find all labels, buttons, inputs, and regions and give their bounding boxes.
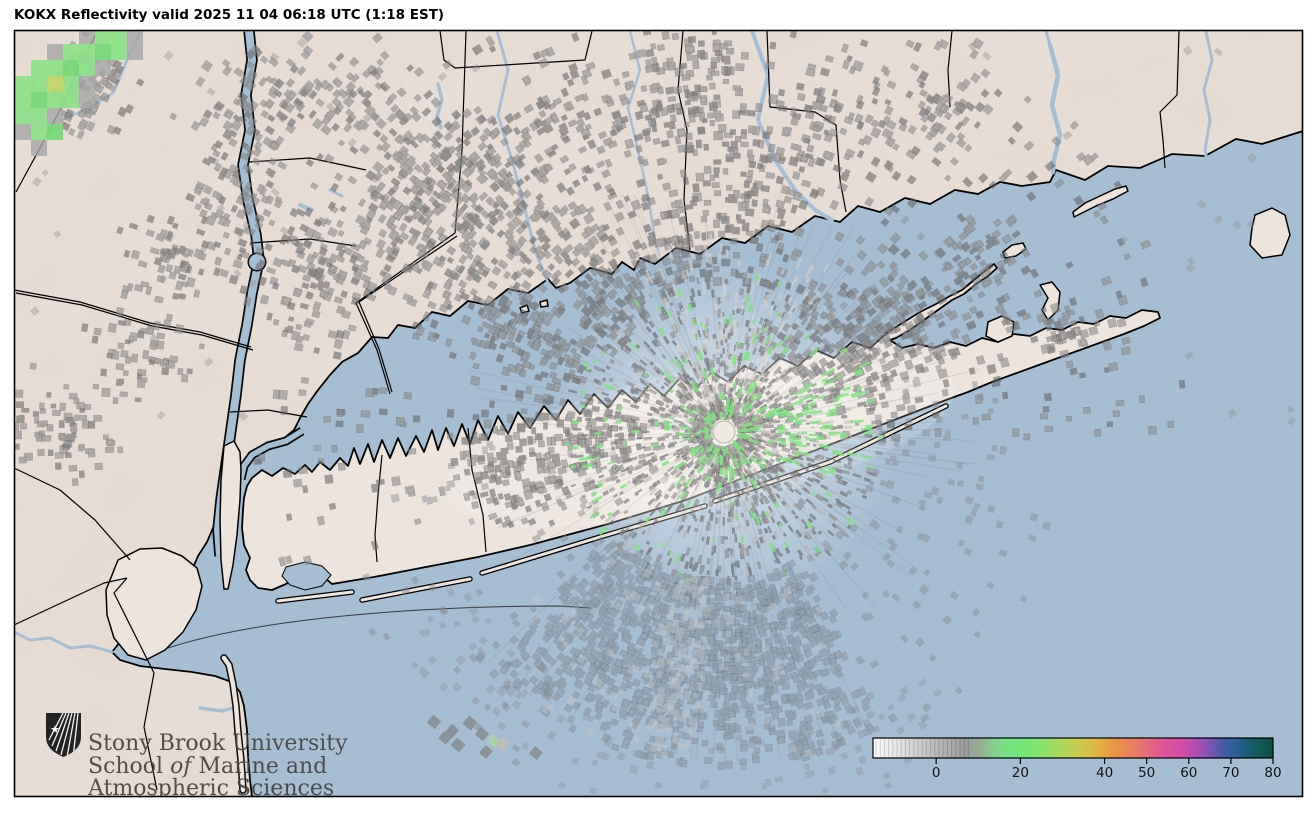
clutter-cells	[529, 557, 843, 761]
manhattan	[219, 440, 242, 590]
precip-echo-cells	[15, 30, 143, 156]
islands	[105, 185, 1291, 661]
boundary-line	[15, 292, 254, 351]
stony-brook-logo: ★ Stony Brook University School of Marin…	[46, 713, 348, 801]
staten-island	[105, 547, 203, 661]
river	[1047, 42, 1063, 175]
map-frame	[13, 29, 1304, 798]
precip-echoes	[15, 30, 143, 156]
river	[1202, 30, 1214, 164]
river	[1044, 30, 1052, 47]
boundary-line	[467, 427, 487, 553]
boundary-line	[14, 577, 128, 626]
clutter-cells	[495, 737, 509, 751]
ct-islet	[539, 299, 549, 308]
river	[198, 705, 238, 713]
colorbar-tick-label: 40	[1096, 765, 1113, 781]
logo-shield-rays	[48, 713, 79, 757]
colorbar-ticks	[935, 758, 1274, 764]
figure-title: KOKX Reflectivity valid 2025 11 04 06:18…	[14, 7, 444, 23]
radar-clutter	[14, 30, 1296, 795]
boundary-line	[14, 467, 131, 561]
colorbar-tick-label: 20	[1012, 765, 1029, 781]
colorbar-tick-label: 80	[1264, 765, 1281, 781]
colorbar-tick-label: 70	[1222, 765, 1239, 781]
sandy-hook	[220, 654, 247, 794]
colorbar: 0 20 40 50 60 70 80	[872, 737, 1282, 781]
logo-star-icon: ★	[50, 723, 60, 736]
logo-shield	[46, 713, 81, 757]
colorbar-labels: 0 20 40 50 60 70 80	[932, 765, 1282, 781]
clutter-cells	[410, 586, 954, 795]
colorbar-tick-label: 50	[1138, 765, 1155, 781]
channel-line	[167, 605, 591, 649]
boundary-line	[14, 289, 252, 348]
logo-line1: Stony Brook University	[88, 731, 348, 756]
barrier-island	[276, 590, 354, 603]
logo-line3: Atmospheric Sciences	[87, 776, 334, 801]
colorbar-gradient	[873, 738, 1273, 758]
logo-line2: School of Marine and	[88, 754, 327, 779]
colorbar-bin-stripes	[875, 739, 969, 757]
precip-echo-cells	[47, 76, 63, 92]
clutter-cells	[14, 30, 1186, 589]
map-canvas: ★ Stony Brook University School of Marin…	[14, 30, 1303, 801]
east-river	[236, 427, 305, 481]
clutter-cells	[426, 714, 544, 760]
boundary-line	[229, 409, 308, 418]
river	[14, 630, 114, 654]
radar-site-dot	[712, 420, 736, 444]
clutter-cells	[564, 274, 884, 584]
precip-echo-cells	[15, 30, 127, 140]
boundary-line	[439, 30, 593, 69]
clutter-cells	[29, 37, 1296, 426]
clutter-cells	[635, 233, 830, 405]
sea-fan-spokes	[487, 536, 869, 763]
colorbar-border	[872, 737, 1274, 759]
boundary-line	[1159, 30, 1180, 169]
boundary-line	[947, 30, 953, 108]
block-island	[1249, 207, 1291, 259]
river	[328, 188, 344, 198]
colorbar-tick-label: 60	[1180, 765, 1197, 781]
clutter-cells	[475, 536, 898, 770]
fishers-island	[1072, 185, 1129, 218]
barrier-island	[360, 577, 472, 602]
boundary-line	[113, 577, 158, 791]
colorbar-tick-label: 0	[932, 765, 941, 781]
